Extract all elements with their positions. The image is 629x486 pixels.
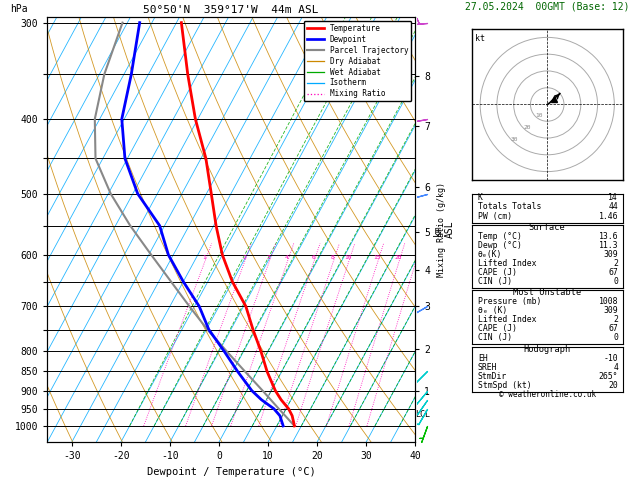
Text: © weatheronline.co.uk: © weatheronline.co.uk	[499, 390, 596, 399]
Text: Lifted Index: Lifted Index	[478, 315, 537, 324]
Text: 10: 10	[535, 113, 543, 118]
Text: StmDir: StmDir	[478, 372, 507, 381]
Text: 20: 20	[523, 124, 531, 130]
Text: 67: 67	[608, 268, 618, 277]
Text: 13.6: 13.6	[599, 232, 618, 241]
Text: Pressure (mb): Pressure (mb)	[478, 297, 541, 306]
Text: Lifted Index: Lifted Index	[478, 259, 537, 268]
Text: K: K	[478, 192, 482, 202]
Text: 265°: 265°	[599, 372, 618, 381]
Text: 309: 309	[604, 250, 618, 259]
Text: 309: 309	[604, 306, 618, 315]
Text: 27.05.2024  00GMT (Base: 12): 27.05.2024 00GMT (Base: 12)	[465, 1, 629, 11]
Text: PW (cm): PW (cm)	[478, 211, 512, 221]
Text: Totals Totals: Totals Totals	[478, 202, 541, 211]
Text: 15: 15	[374, 255, 381, 260]
Text: CAPE (J): CAPE (J)	[478, 268, 517, 277]
Text: CAPE (J): CAPE (J)	[478, 324, 517, 333]
Text: θₑ(K): θₑ(K)	[478, 250, 502, 259]
Text: 4: 4	[285, 255, 289, 260]
Text: 6: 6	[311, 255, 315, 260]
Text: 2: 2	[613, 315, 618, 324]
Text: 2: 2	[613, 259, 618, 268]
Text: Hodograph: Hodograph	[523, 345, 571, 353]
Text: 30: 30	[511, 137, 518, 142]
Text: -10: -10	[604, 354, 618, 363]
Text: Dewp (°C): Dewp (°C)	[478, 241, 521, 250]
Text: 3: 3	[267, 255, 270, 260]
Text: Most Unstable: Most Unstable	[513, 288, 581, 297]
Text: LCL: LCL	[415, 410, 430, 419]
Text: hPa: hPa	[11, 4, 28, 14]
Title: 50°50'N  359°17'W  44m ASL: 50°50'N 359°17'W 44m ASL	[143, 5, 319, 15]
Text: 20: 20	[608, 381, 618, 390]
Text: Temp (°C): Temp (°C)	[478, 232, 521, 241]
Text: 0: 0	[613, 277, 618, 286]
Text: 67: 67	[608, 324, 618, 333]
Text: CIN (J): CIN (J)	[478, 333, 512, 342]
Y-axis label: km
ASL: km ASL	[433, 221, 454, 239]
Text: Surface: Surface	[529, 223, 565, 232]
Text: 1.46: 1.46	[599, 211, 618, 221]
Text: SREH: SREH	[478, 363, 498, 372]
Text: CIN (J): CIN (J)	[478, 277, 512, 286]
Text: StmSpd (kt): StmSpd (kt)	[478, 381, 532, 390]
Text: 8: 8	[331, 255, 335, 260]
Text: 4: 4	[613, 363, 618, 372]
Text: Mixing Ratio (g/kg): Mixing Ratio (g/kg)	[437, 182, 446, 277]
X-axis label: Dewpoint / Temperature (°C): Dewpoint / Temperature (°C)	[147, 467, 316, 477]
Text: 2: 2	[242, 255, 246, 260]
Text: 10: 10	[345, 255, 352, 260]
Text: EH: EH	[478, 354, 487, 363]
Text: 44: 44	[608, 202, 618, 211]
Text: 0: 0	[613, 333, 618, 342]
Text: 11.3: 11.3	[599, 241, 618, 250]
Text: 14: 14	[608, 192, 618, 202]
Text: kt: kt	[475, 34, 485, 43]
Text: θₑ (K): θₑ (K)	[478, 306, 507, 315]
Text: 1008: 1008	[599, 297, 618, 306]
Text: 20: 20	[395, 255, 403, 260]
Legend: Temperature, Dewpoint, Parcel Trajectory, Dry Adiabat, Wet Adiabat, Isotherm, Mi: Temperature, Dewpoint, Parcel Trajectory…	[304, 21, 411, 102]
Text: 1: 1	[203, 255, 206, 260]
